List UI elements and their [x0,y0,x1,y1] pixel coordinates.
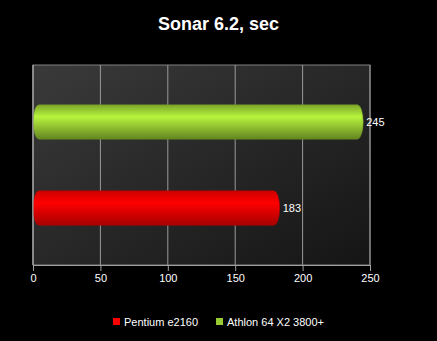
data-label: 183 [283,202,301,214]
grid-line [100,65,101,265]
bars [33,105,363,226]
bar [33,105,363,139]
tick-label: 50 [95,272,107,284]
tick-label: 150 [227,272,245,284]
tick: 150 [227,265,245,284]
tick: 50 [95,265,107,284]
tick-mark [370,265,371,271]
grid-line [370,65,371,265]
tick-mark [235,265,236,271]
tick: 250 [361,265,379,284]
tick-label: 250 [361,272,379,284]
tick-mark [303,265,304,271]
y-axis-line [33,65,34,265]
data-labels: 183 245 [283,116,385,214]
legend-label: Pentium e2160 [124,316,198,328]
grid-line [33,65,34,265]
tick-label: 100 [159,272,177,284]
tick-mark [168,265,169,271]
x-axis: 0 50 100 150 200 250 [30,265,379,284]
tick: 100 [159,265,177,284]
grid-line [167,65,168,265]
grid-line [235,65,236,265]
tick-label: 200 [294,272,312,284]
legend-item: Athlon 64 X2 3800+ [216,316,324,328]
tick: 200 [294,265,312,284]
axis-line [34,265,371,266]
grid-line [302,65,303,265]
plot-background [33,65,370,265]
legend: Pentium e2160 Athlon 64 X2 3800+ [113,316,324,328]
title: Sonar 6.2, sec [158,14,279,34]
legend-swatch [113,318,120,325]
tick-mark [33,265,34,271]
tick: 0 [30,265,36,284]
bar [33,191,280,225]
legend-label: Athlon 64 X2 3800+ [227,316,324,328]
legend-swatch [216,318,223,325]
plot: 183 245 0 50 100 150 200 250 [30,65,384,284]
grid [33,65,370,265]
chart: Sonar 6.2, sec 183 245 0 50 100 150 200 250 Penti… [0,0,437,341]
tick-mark [100,265,101,271]
tick-label: 0 [30,272,36,284]
legend-item: Pentium e2160 [113,316,198,328]
data-label: 245 [366,116,384,128]
